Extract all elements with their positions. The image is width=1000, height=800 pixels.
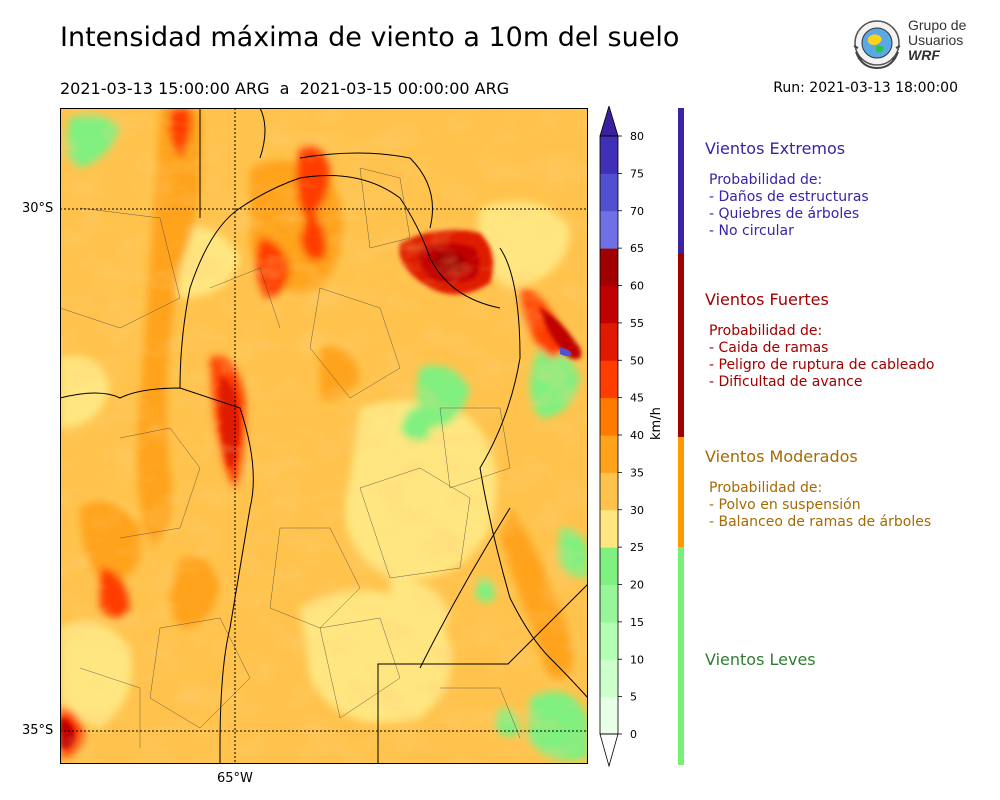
colorbar-tick-label-75: 75 [630, 167, 644, 180]
colorbar-tick-label-15: 15 [630, 616, 644, 629]
category-extreme-title: Vientos Extremos [705, 139, 846, 158]
category-extreme-desc: Probabilidad de: - Daños de estructuras … [709, 172, 869, 239]
category-moderate: Vientos Moderados Probabilidad de: - Pol… [705, 447, 931, 531]
category-strong-desc: Probabilidad de: - Caida de ramas - Peli… [709, 323, 935, 390]
colorbar-bin-75-80 [600, 136, 618, 174]
colorbar-bin-0-5 [600, 696, 618, 735]
colorbar-bin-15-20 [600, 584, 618, 623]
lat-label-30s: 30°S [22, 201, 54, 216]
chart-title: Intensidad máxima de viento a 10m del su… [60, 22, 680, 53]
colorbar-bin-20-25 [600, 547, 618, 585]
colorbar-tick-label-25: 25 [630, 541, 644, 554]
category-light-title: Vientos Leves [705, 650, 816, 669]
globe-icon [853, 20, 901, 70]
colorbar-bin-30-35 [600, 472, 618, 511]
logo-line-3: WRF [908, 47, 940, 63]
colorbar-bin-5-10 [600, 659, 618, 698]
valid-period: 2021-03-13 15:00:00 ARG a 2021-03-15 00:… [60, 79, 510, 98]
colorbar-tick-label-80: 80 [630, 130, 644, 143]
wind-texture [60, 108, 588, 764]
category-bar-moderate [678, 437, 684, 547]
colorbar-tick-label-70: 70 [630, 205, 644, 218]
wind-map [60, 108, 588, 764]
category-strong-title: Vientos Fuertes [705, 290, 829, 309]
category-bar [678, 108, 684, 765]
colorbar-tick-label-30: 30 [630, 504, 644, 517]
colorbar-tick-label-5: 5 [630, 691, 637, 704]
colorbar-tick-label-45: 45 [630, 392, 644, 405]
colorbar-bin-40-45 [600, 397, 618, 436]
colorbar-bin-50-55 [600, 322, 618, 361]
category-extreme: Vientos Extremos Probabilidad de: - Daño… [705, 139, 869, 240]
colorbar-tick-label-0: 0 [630, 728, 637, 741]
colorbar-bin-35-40 [600, 435, 618, 473]
category-moderate-desc: Probabilidad de: - Polvo en suspensión -… [709, 480, 932, 530]
colorbar-over-arrow [599, 106, 619, 137]
colorbar-tick-label-55: 55 [630, 317, 644, 330]
category-bar-extreme [678, 108, 684, 253]
colorbar-bin-45-50 [600, 360, 618, 399]
logo-line-2: Usuarios [908, 32, 964, 48]
colorbar-tick-label-35: 35 [630, 466, 644, 479]
colorbar-tick-label-20: 20 [630, 579, 644, 592]
lon-label-65w: 65°W [217, 771, 253, 786]
colorbar-bin-25-30 [600, 509, 618, 548]
colorbar-bin-60-65 [600, 248, 618, 286]
category-bar-strong [678, 253, 684, 437]
colorbar-tick-label-50: 50 [630, 354, 644, 367]
colorbar-unit: km/h [649, 407, 664, 440]
colorbar-tick-label-60: 60 [630, 280, 644, 293]
province-borders [60, 108, 588, 764]
category-strong: Vientos Fuertes Probabilidad de: - Caida… [705, 290, 934, 391]
colorbar-bin-70-75 [600, 173, 618, 212]
run-time: Run: 2021-03-13 18:00:00 [773, 80, 958, 96]
colorbar-tick-label-10: 10 [630, 653, 644, 666]
logo-line-1: Grupo de [908, 17, 967, 33]
wrf-logo: Grupo de Usuarios WRF [848, 16, 973, 74]
department-borders [60, 167, 521, 748]
colorbar-bin-10-15 [600, 621, 618, 660]
category-moderate-title: Vientos Moderados [705, 447, 858, 466]
colorbar: 0 5 10 15 20 25 30 35 40 45 50 55 60 65 70 75 80 [599, 106, 644, 768]
category-light: Vientos Leves [705, 650, 816, 669]
colorbar-under-arrow [599, 733, 619, 768]
colorbar-bin-55-60 [600, 285, 618, 324]
colorbar-tick-label-65: 65 [630, 242, 644, 255]
colorbar-bin-65-70 [600, 210, 618, 249]
colorbar-tick-label-40: 40 [630, 429, 644, 442]
map-frame [60, 108, 588, 764]
lat-label-35s: 35°S [22, 723, 54, 738]
category-bar-light [678, 547, 684, 765]
